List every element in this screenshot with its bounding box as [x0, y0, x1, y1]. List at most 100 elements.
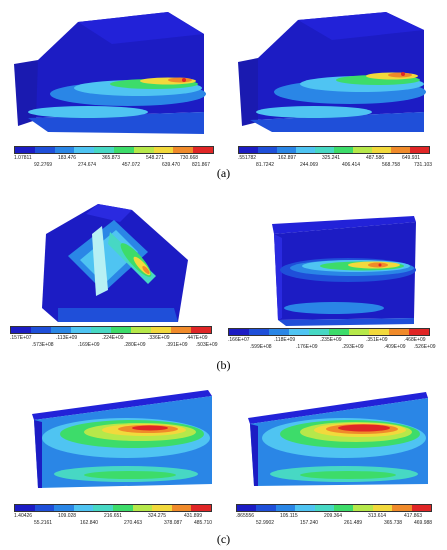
legend-color-swatch — [112, 505, 133, 511]
legend-color-swatch — [391, 147, 410, 153]
legend-color-swatch — [132, 505, 153, 511]
legend-color-swatch — [295, 505, 315, 511]
legend-label: .526E+09 — [414, 344, 436, 350]
legend-label: .391E+09 — [166, 342, 188, 348]
caption-c: (c) — [216, 532, 231, 546]
legend-color-swatch — [152, 505, 172, 511]
legend-color-swatch — [111, 327, 131, 333]
legend-label: 639.470 — [162, 162, 181, 168]
legend-label: 274.674 — [78, 162, 97, 168]
legend-color-swatch — [113, 147, 134, 153]
legend-label: 313.614 — [368, 513, 387, 519]
legend-color-swatch — [91, 327, 111, 333]
legend-label: 216.651 — [104, 513, 123, 519]
legend-color-swatch — [392, 505, 412, 511]
caption-b: (b) — [216, 358, 231, 372]
legend-label: .113E+09 — [56, 335, 78, 341]
legend-label: 1.40426 — [14, 513, 33, 519]
legend-label: 731.103 — [414, 162, 433, 168]
legend-b-left: .157E+07 .113E+09 .224E+09 .336E+09 .447… — [10, 326, 220, 352]
legend-label: .599E+08 — [250, 344, 272, 350]
legend-color-swatch — [11, 327, 31, 333]
legend-color-swatch — [409, 329, 429, 335]
legend-label: .280E+09 — [124, 342, 146, 348]
legend-label: 244.069 — [300, 162, 319, 168]
legend-color-swatch — [410, 147, 429, 153]
panel-b-left-model — [28, 196, 208, 326]
legend-label: 325.241 — [322, 155, 341, 161]
legend-color-swatch — [191, 327, 211, 333]
panel-a-right-model — [228, 8, 438, 138]
legend-label: .166E+07 — [228, 337, 250, 343]
legend-color-swatch — [239, 147, 258, 153]
panel-b-right-model — [264, 214, 424, 328]
legend-label: 92.2769 — [34, 162, 53, 168]
legend-color-swatch — [349, 329, 369, 335]
legend-color-swatch — [15, 505, 35, 511]
legend-color-swatch — [133, 147, 154, 153]
legend-label: .293E+09 — [342, 344, 364, 350]
legend-color-swatch — [54, 505, 74, 511]
caption-a: (a) — [216, 166, 231, 180]
legend-label: 162.840 — [80, 520, 99, 526]
legend-color-swatch — [171, 505, 192, 511]
legend-label: .573E+08 — [32, 342, 54, 348]
panel-c-left-model — [22, 384, 222, 490]
legend-color-swatch — [51, 327, 71, 333]
legend-color-swatch — [389, 329, 409, 335]
legend-color-swatch — [334, 147, 353, 153]
legend-label: .865556 — [236, 513, 255, 519]
legend-color-swatch — [372, 505, 393, 511]
legend-color-swatch — [173, 147, 194, 153]
legend-color-swatch — [193, 147, 213, 153]
legend-label: 485.710 — [194, 520, 213, 526]
legend-color-bar — [14, 146, 214, 154]
legend-label: 157.240 — [300, 520, 319, 526]
legend-label: .118E+09 — [274, 337, 296, 343]
legend-label: 162.897 — [278, 155, 297, 161]
legend-color-swatch — [15, 147, 35, 153]
legend-color-swatch — [191, 505, 211, 511]
legend-color-swatch — [353, 505, 373, 511]
legend-label: .224E+09 — [102, 335, 124, 341]
legend-color-swatch — [289, 329, 309, 335]
legend-color-swatch — [237, 505, 257, 511]
legend-color-swatch — [296, 147, 315, 153]
legend-label: .157E+07 — [10, 335, 32, 341]
legend-color-swatch — [171, 327, 191, 333]
legend-label: 365.738 — [384, 520, 403, 526]
legend-label: 209.364 — [324, 513, 343, 519]
legend-color-swatch — [71, 327, 91, 333]
legend-label: 469.988 — [414, 520, 433, 526]
legend-label: 183.476 — [58, 155, 77, 161]
legend-color-swatch — [372, 147, 391, 153]
legend-label: 431.899 — [184, 513, 203, 519]
legend-label: .351E+09 — [366, 337, 388, 343]
legend-color-swatch — [34, 505, 55, 511]
legend-label: 270.463 — [124, 520, 143, 526]
legend-a-left: 1.07811 183.476 365.873 548.271 730.668 … — [14, 146, 214, 172]
legend-label: 1.07811 — [14, 155, 32, 161]
legend-color-swatch — [131, 327, 151, 333]
legend-color-swatch — [54, 147, 75, 153]
legend-color-swatch — [353, 147, 372, 153]
legend-label: .503E+09 — [196, 342, 218, 348]
legend-label: 487.586 — [366, 155, 385, 161]
legend-color-swatch — [151, 327, 171, 333]
legend-label: 730.668 — [180, 155, 199, 161]
legend-color-swatch — [411, 505, 432, 511]
legend-color-swatch — [258, 147, 277, 153]
legend-color-swatch — [31, 327, 51, 333]
legend-color-bar — [14, 504, 212, 512]
legend-label: 81.7242 — [256, 162, 275, 168]
legend-color-swatch — [309, 329, 329, 335]
legend-label: .336E+09 — [148, 335, 170, 341]
legend-color-swatch — [93, 505, 113, 511]
legend-b-right: .166E+07 .118E+09 .235E+09 .351E+09 .468… — [228, 328, 438, 354]
legend-color-bar — [236, 504, 432, 512]
legend-label: 365.873 — [102, 155, 121, 161]
legend-color-swatch — [275, 505, 296, 511]
legend-color-swatch — [74, 147, 95, 153]
legend-color-swatch — [94, 147, 114, 153]
legend-label: 109.028 — [58, 513, 77, 519]
